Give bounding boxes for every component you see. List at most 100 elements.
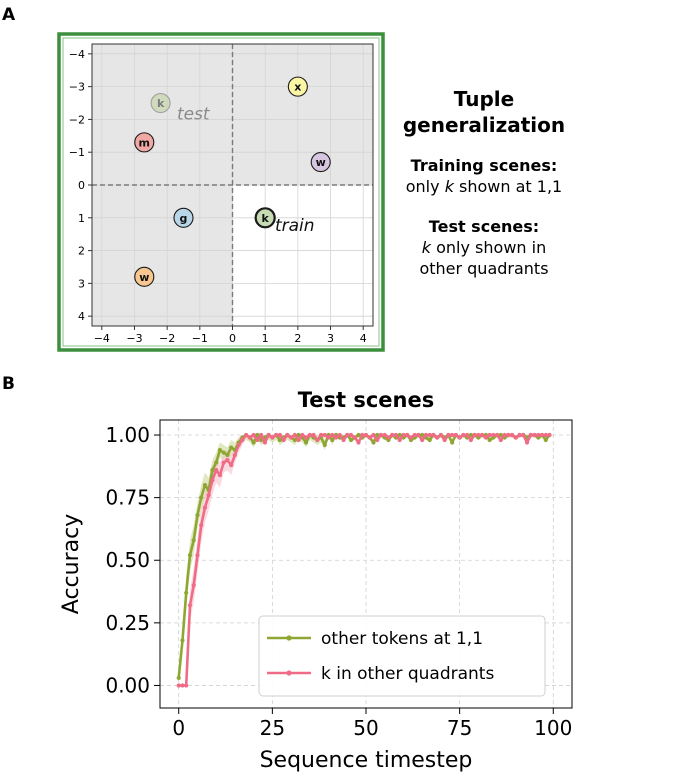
series-point-0 — [397, 432, 402, 438]
series-point-1 — [303, 435, 309, 440]
series-point-1 — [322, 432, 327, 438]
test-text-token: k — [422, 238, 432, 257]
series-point-0 — [450, 440, 455, 445]
test-text-post: only shown in — [431, 238, 546, 257]
series-point-1 — [498, 437, 503, 443]
token-circle — [310, 151, 331, 173]
token-m: m — [134, 132, 155, 153]
y-axis-label: Accuracy — [59, 514, 84, 614]
series-point-1 — [480, 432, 485, 438]
series-point-1 — [315, 437, 320, 443]
series-point-1 — [259, 432, 264, 438]
series-point-1 — [532, 432, 537, 438]
token-label: g — [180, 212, 188, 225]
series-point-0 — [296, 432, 301, 438]
legend-label-0: other tokens at 1,1 — [321, 629, 483, 649]
series-point-1 — [352, 435, 357, 440]
series-point-1 — [446, 432, 451, 438]
series-point-0 — [292, 437, 297, 443]
series-point-1 — [405, 432, 410, 438]
series-point-1 — [483, 435, 488, 440]
training-text-token: k — [445, 177, 455, 196]
series-point-1 — [363, 432, 369, 438]
y-tick-label: −2 — [69, 113, 85, 126]
token-circle — [150, 92, 171, 114]
series-point-1 — [393, 432, 399, 438]
x-tick-label: 2 — [294, 332, 301, 345]
training-title: Training scenes: — [411, 156, 558, 175]
series-point-1 — [397, 437, 402, 443]
y-tick-label: −1 — [69, 146, 85, 159]
series-point-1 — [206, 493, 211, 498]
series-point-0 — [303, 440, 309, 445]
x-tick-label: 25 — [260, 716, 285, 740]
series-point-1 — [453, 432, 458, 438]
series-point-1 — [442, 437, 447, 443]
heading-line-1: Tuple — [454, 87, 514, 111]
series-point-1 — [244, 432, 249, 438]
series-point-1 — [524, 440, 530, 445]
series-point-1 — [341, 437, 346, 443]
series-point-0 — [195, 513, 200, 518]
series-point-1 — [191, 583, 196, 588]
y-tick-label: 0.00 — [105, 673, 150, 697]
x-tick-label: 0 — [229, 332, 236, 345]
series-point-1 — [378, 432, 384, 438]
y-tick-label: 0.75 — [105, 486, 150, 510]
x-tick-label: 50 — [353, 716, 378, 740]
series-point-0 — [468, 432, 473, 438]
series-point-0 — [214, 460, 219, 465]
series-point-0 — [176, 675, 181, 681]
series-point-0 — [356, 432, 361, 438]
series-point-1 — [221, 460, 226, 465]
series-point-1 — [337, 432, 342, 438]
y-tick-label: −4 — [69, 48, 85, 61]
training-text-pre: only — [406, 177, 445, 196]
y-tick-label: 4 — [78, 310, 85, 323]
series-point-0 — [322, 442, 327, 448]
x-tick-label: −1 — [192, 332, 208, 345]
series-point-1 — [416, 432, 421, 438]
series-point-1 — [326, 435, 331, 440]
training-text: only k shown at 1,1 — [406, 177, 562, 196]
series-point-1 — [427, 432, 432, 438]
series-point-1 — [543, 432, 548, 438]
series-point-1 — [423, 432, 429, 438]
series-point-1 — [285, 432, 290, 438]
y-tick-label: 0 — [78, 179, 85, 192]
series-point-1 — [180, 683, 185, 688]
series-point-1 — [465, 432, 470, 438]
token-w: w — [310, 151, 331, 173]
token-label: w — [139, 271, 149, 284]
test-text-line-1: k only shown in — [422, 238, 546, 257]
x-tick-label: 0 — [172, 716, 185, 740]
token-label: k — [262, 212, 270, 225]
series-point-1 — [199, 523, 204, 528]
series-point-1 — [472, 432, 477, 438]
token-circle — [134, 266, 155, 287]
series-point-1 — [266, 432, 271, 438]
x-tick-label: −2 — [159, 332, 175, 345]
shaded-quadrant-bottom-left — [92, 185, 233, 326]
series-point-1 — [184, 683, 189, 688]
x-tick-label: 100 — [534, 716, 572, 740]
series-point-1 — [217, 472, 223, 478]
series-point-1 — [307, 432, 312, 438]
series-point-0 — [375, 432, 380, 438]
y-tick-label: −3 — [69, 81, 85, 94]
series-point-1 — [195, 553, 200, 558]
test-text-line-2: other quadrants — [419, 259, 548, 278]
y-tick-label: 1 — [78, 212, 85, 225]
series-point-1 — [202, 505, 208, 510]
x-tick-label: 75 — [447, 716, 472, 740]
panel-a-inner-border — [62, 37, 380, 347]
series-point-0 — [277, 437, 282, 443]
series-point-0 — [229, 445, 234, 450]
annotation-train: train — [275, 216, 315, 236]
y-tick-label: 0.50 — [105, 548, 150, 572]
series-point-1 — [420, 437, 425, 443]
series-point-0 — [180, 638, 185, 643]
token-g: g — [173, 207, 194, 228]
series-point-1 — [401, 432, 406, 438]
series-point-0 — [199, 495, 204, 500]
